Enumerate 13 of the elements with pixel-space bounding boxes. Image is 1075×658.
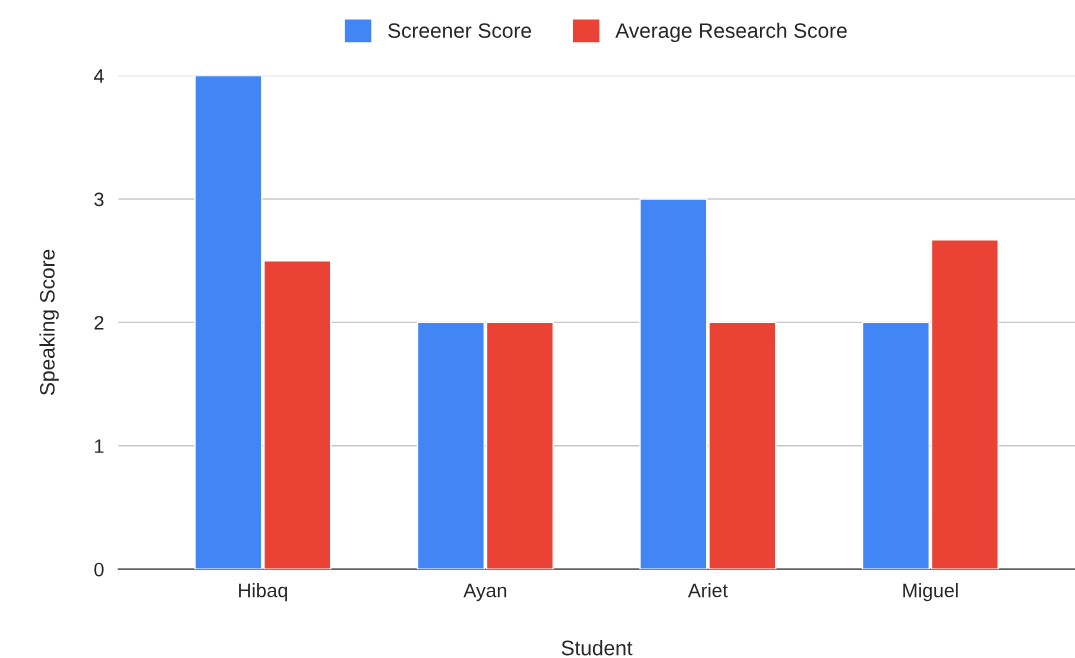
x-tick-label: Miguel [903,583,958,602]
x-tick-label: Hibaq [239,583,288,602]
y-axis-title: Speaking Score [39,249,59,396]
legend-label: Average Research Score [615,22,847,43]
y-tick-label: 1 [95,439,104,453]
x-tick-label: Ayan [463,583,507,602]
y-tick-label: 4 [93,69,104,83]
x-tick-label: Ariet [687,583,728,598]
x-axis-title: Student [561,640,633,656]
y-tick-label: 3 [94,192,104,207]
y-tick-label: 2 [94,315,104,330]
y-tick-label: 0 [94,562,104,577]
legend-label: Screener Score [388,23,532,38]
